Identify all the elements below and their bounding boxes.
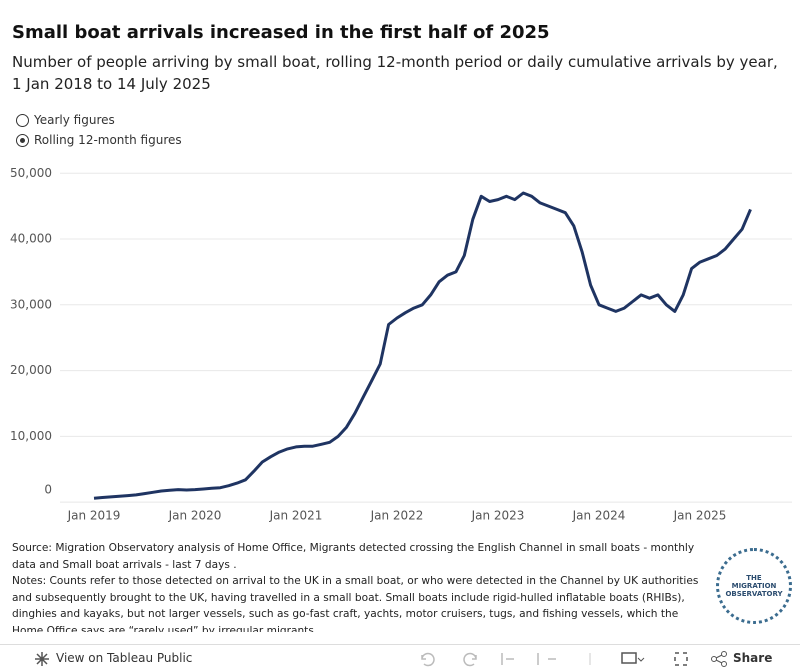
logo-text: MIGRATION [731, 582, 777, 590]
toolbar-icons-right [621, 652, 688, 666]
notes-block: Source: Migration Observatory analysis o… [12, 540, 702, 632]
y-tick-label: 30,000 [10, 297, 52, 311]
radio-label[interactable]: Yearly figures [34, 113, 115, 127]
tableau-icon [35, 652, 49, 666]
notes-text: Notes: Counts refer to those detected on… [12, 575, 699, 632]
radio-option[interactable]: Yearly figures [16, 113, 115, 127]
x-tick-label: Jan 2021 [269, 509, 323, 523]
logo-text: THE [746, 574, 762, 582]
tableau-link[interactable]: View on Tableau Public [56, 651, 193, 665]
x-tick-label: Jan 2023 [471, 509, 525, 523]
x-tick-label: Jan 2025 [673, 509, 727, 523]
radio-button[interactable] [16, 133, 29, 147]
series-line [93, 191, 752, 500]
x-tick-label: Jan 2022 [370, 509, 424, 523]
radio-label[interactable]: Rolling 12-month figures [34, 133, 182, 147]
source-text: Source: Migration Observatory analysis o… [12, 542, 695, 571]
share-icon [711, 651, 727, 667]
x-tick-label: Jan 2024 [572, 509, 626, 523]
radio-option[interactable]: Rolling 12-month figures [16, 133, 182, 147]
y-tick-label: 50,000 [10, 166, 52, 180]
share-button[interactable]: Share [733, 651, 773, 665]
chart-title: Small boat arrivals increased in the fir… [12, 22, 550, 43]
chart: 0 10,000 20,000 30,000 40,000 50,000 Jan 2019 J… [10, 166, 792, 523]
radio-button[interactable] [16, 113, 29, 127]
logo-text: OBSERVATORY [725, 590, 783, 598]
x-tick-label: Jan 2019 [67, 509, 121, 523]
y-tick-label: 20,000 [10, 363, 52, 377]
footer: View on Tableau Public Share [0, 644, 800, 671]
y-tick-label: 0 [44, 483, 52, 497]
y-tick-label: 10,000 [10, 429, 52, 443]
logo: THE MIGRATION OBSERVATORY [716, 548, 792, 624]
toolbar-icons [421, 652, 591, 667]
y-tick-label: 40,000 [10, 232, 52, 246]
chart-subtitle: Number of people arriving by small boat,… [12, 53, 778, 93]
x-tick-label: Jan 2020 [168, 509, 222, 523]
